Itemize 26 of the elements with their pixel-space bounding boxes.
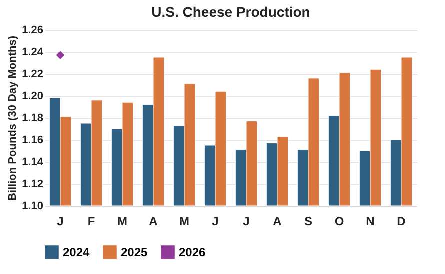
legend-label: 2024	[63, 245, 90, 260]
x-tick-label: A	[273, 214, 282, 228]
chart-title: U.S. Cheese Production	[152, 4, 310, 20]
x-tick-label: J	[57, 214, 64, 228]
y-axis-title: Billion Pounds (30 Day Months)	[7, 36, 20, 202]
x-tick-label: N	[366, 214, 375, 228]
y-tick-label: 1.14	[22, 156, 44, 168]
x-tick-label: D	[397, 214, 406, 228]
y-tick-label: 1.16	[22, 134, 44, 146]
y-tick-label: 1.20	[22, 90, 44, 102]
x-tick-label: M	[118, 214, 128, 228]
x-tick-label: O	[334, 214, 344, 228]
y-tick-label: 1.26	[22, 24, 44, 36]
y-tick-label: 1.22	[22, 68, 44, 80]
legend-label: 2026	[179, 245, 206, 260]
legend-label: 2025	[121, 245, 148, 260]
x-tick-label: J	[212, 214, 219, 228]
x-tick-label: M	[180, 214, 190, 228]
y-tick-label: 1.10	[22, 200, 44, 212]
y-tick-label: 1.24	[22, 46, 44, 58]
x-tick-label: A	[149, 214, 158, 228]
x-tick-label: J	[243, 214, 250, 228]
y-tick-label: 1.12	[22, 178, 44, 190]
x-tick-label: S	[304, 214, 313, 228]
x-tick-label: F	[88, 214, 96, 228]
y-tick-label: 1.18	[22, 112, 44, 124]
